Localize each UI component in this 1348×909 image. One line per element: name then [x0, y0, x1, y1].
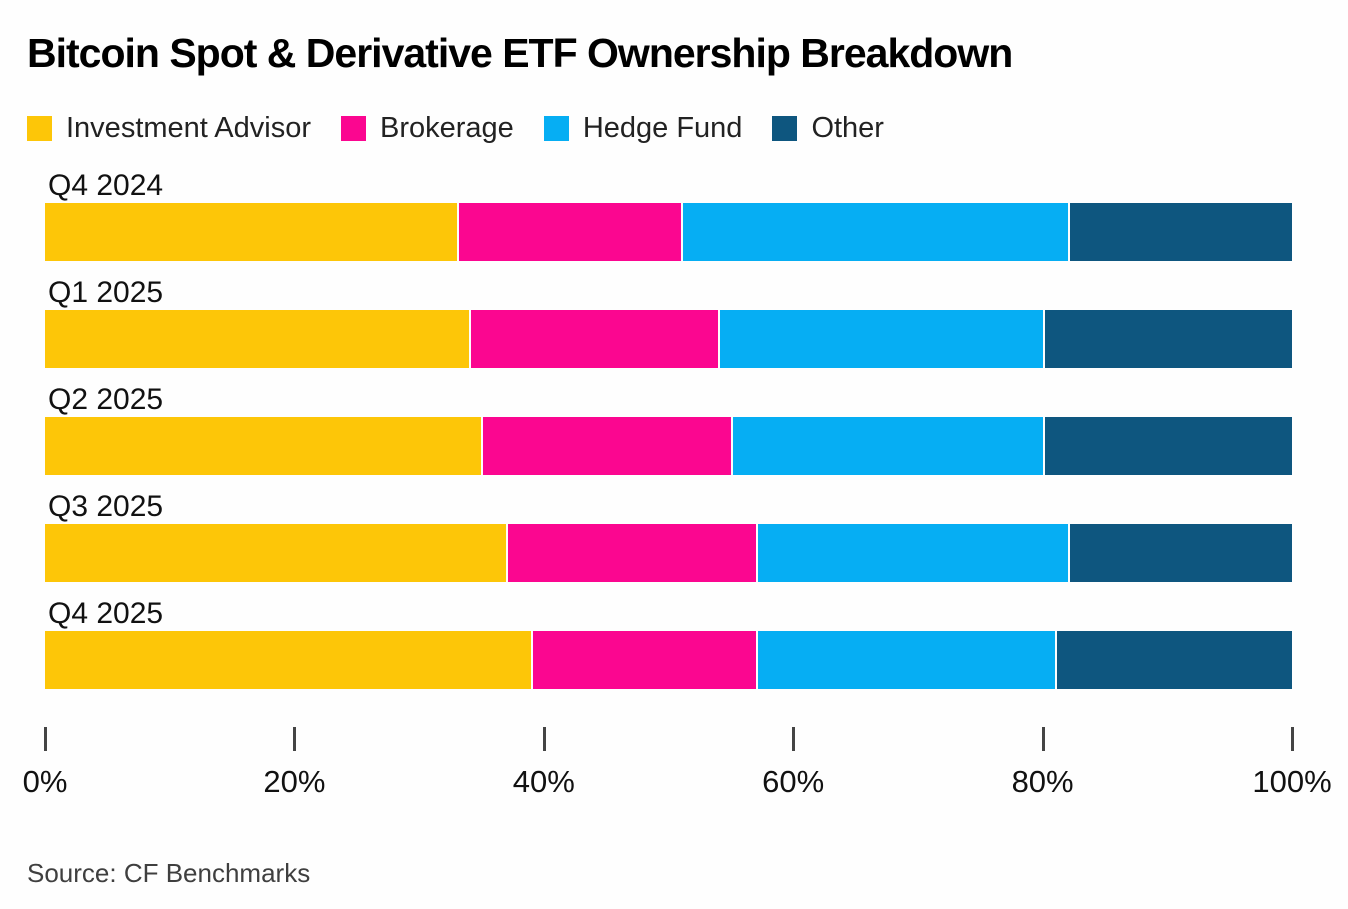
stacked-bar: [45, 417, 1292, 475]
bar-segment-investment-advisor: [45, 203, 457, 261]
legend-item-hedge-fund: Hedge Fund: [543, 112, 743, 145]
x-axis-tick-label: 100%: [1252, 764, 1332, 799]
bar-segment-investment-advisor: [45, 631, 532, 689]
x-axis-tick: [792, 727, 796, 751]
legend-item-other: Other: [772, 112, 884, 145]
bar-segment-other: [1042, 417, 1292, 475]
bar-segment-brokerage: [506, 524, 756, 582]
x-axis-tick-label: 40%: [512, 764, 575, 799]
legend-item-investment-advisor: Investment Advisor: [27, 112, 311, 145]
x-axis-tick: [44, 727, 47, 751]
chart-row: Q4 2024: [45, 168, 1292, 261]
x-axis-tick: [542, 727, 546, 751]
bar-segment-brokerage: [531, 631, 756, 689]
chart-title: Bitcoin Spot & Derivative ETF Ownership …: [27, 30, 1013, 76]
bar-segment-other: [1055, 631, 1292, 689]
bar-segment-investment-advisor: [45, 310, 469, 368]
chart-row: Q1 2025: [45, 275, 1292, 368]
legend-label: Other: [811, 112, 884, 144]
bar-category-label: Q4 2024: [48, 169, 164, 202]
stacked-bar: [45, 631, 1292, 689]
bar-segment-other: [1067, 203, 1292, 261]
bar-segment-hedge-fund: [755, 631, 1056, 689]
bar-segment-hedge-fund: [730, 417, 1043, 475]
legend-swatch-icon: [27, 116, 52, 141]
bar-segment-hedge-fund: [718, 310, 1043, 368]
chart-row: Q3 2025: [45, 489, 1292, 582]
x-axis: 0% 20% 40% 60% 80% 100%: [23, 727, 1332, 807]
chart-row: Q2 2025: [45, 382, 1292, 475]
x-axis-tick: [1041, 727, 1045, 751]
x-axis-tick-label: 80%: [1011, 764, 1074, 799]
x-axis-tick: [293, 727, 297, 751]
bar-segment-hedge-fund: [680, 203, 1068, 261]
stacked-bar: [45, 524, 1292, 582]
legend-item-brokerage: Brokerage: [341, 112, 514, 145]
x-axis-tick: [1291, 727, 1294, 751]
bar-segment-brokerage: [468, 310, 719, 368]
bar-segment-brokerage: [481, 417, 731, 475]
legend-label: Hedge Fund: [582, 112, 743, 144]
stacked-bar: [45, 310, 1292, 368]
x-axis-tick-label: 60%: [762, 764, 825, 799]
legend: Investment Advisor Brokerage Hedge Fund Oth…: [27, 112, 884, 145]
legend-label: Brokerage: [380, 112, 514, 144]
bar-category-label: Q1 2025: [48, 276, 164, 309]
x-axis-tick-label: 20%: [263, 764, 326, 799]
stacked-bar: [45, 203, 1292, 261]
source-text: Source: CF Benchmarks: [27, 858, 311, 888]
bar-category-label: Q4 2025: [48, 597, 164, 630]
legend-swatch-icon: [543, 116, 569, 141]
bar-segment-other: [1042, 310, 1292, 368]
bar-segment-hedge-fund: [755, 524, 1068, 582]
bar-category-label: Q3 2025: [48, 490, 164, 523]
legend-swatch-icon: [772, 116, 798, 141]
bar-segment-investment-advisor: [45, 524, 507, 582]
legend-label: Investment Advisor: [66, 112, 311, 144]
bar-segment-other: [1067, 524, 1292, 582]
legend-swatch-icon: [341, 116, 366, 141]
chart-rows: Q4 2024 Q1 2025 Q2 2025 Q3 2025 Q4 2025: [45, 168, 1292, 703]
bar-segment-investment-advisor: [45, 417, 482, 475]
bar-segment-brokerage: [456, 203, 681, 261]
bar-category-label: Q2 2025: [48, 383, 164, 416]
x-axis-tick-label: 0%: [22, 764, 68, 799]
chart-row: Q4 2025: [45, 596, 1292, 689]
